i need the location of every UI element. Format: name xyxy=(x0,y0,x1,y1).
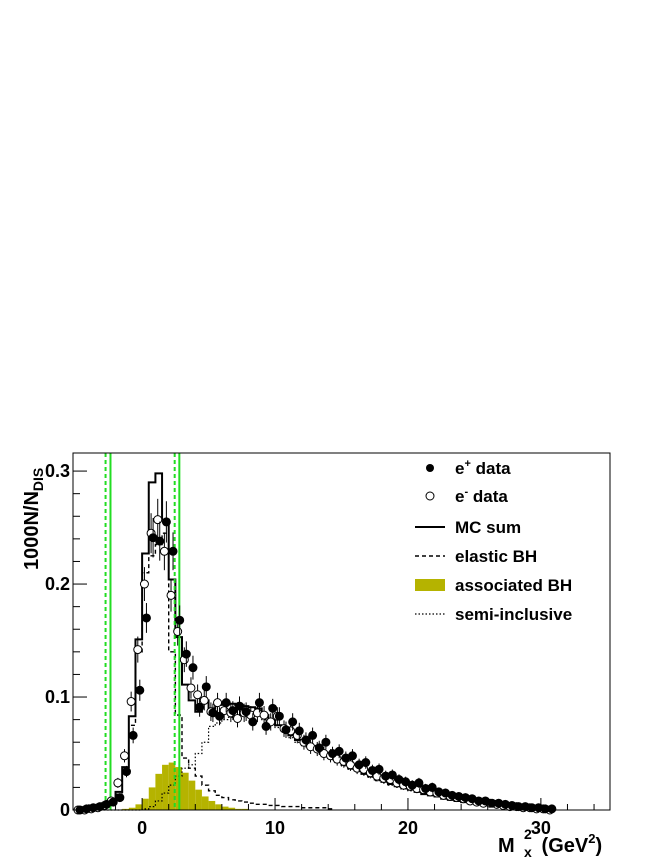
e-plus-point xyxy=(188,663,198,673)
associated-bh-bar xyxy=(135,804,143,810)
legend-marker-open-circle xyxy=(425,491,435,501)
associated-bh-bar xyxy=(241,808,249,810)
e-minus-point xyxy=(133,645,143,655)
e-plus-point xyxy=(347,751,357,761)
e-plus-point xyxy=(314,743,324,753)
e-minus-point xyxy=(113,778,123,788)
y-tick-label: 0.2 xyxy=(45,574,70,594)
e-plus-point xyxy=(274,711,284,721)
e-plus-point xyxy=(248,717,258,727)
legend-label-elastic-bh: elastic BH xyxy=(455,547,537,566)
x-axis-title: M2 x (GeV2) xyxy=(498,826,602,860)
e-plus-point xyxy=(155,536,165,546)
e-plus-point xyxy=(141,613,151,623)
semi-inclusive-line xyxy=(75,713,555,811)
x-tick-label: 20 xyxy=(398,818,418,838)
e-plus-point xyxy=(427,782,437,792)
e-plus-point xyxy=(254,698,264,708)
associated-bh-bar xyxy=(221,806,229,810)
associated-bh-bar xyxy=(168,762,176,810)
associated-bh-bar xyxy=(142,798,149,810)
e-plus-point xyxy=(215,711,225,721)
e-minus-point xyxy=(193,690,203,700)
legend: e+ data e- data MC sum elastic BH associ… xyxy=(415,458,572,624)
e-minus-point xyxy=(120,751,130,761)
e-minus-point xyxy=(126,697,136,707)
associated-bh-bar xyxy=(215,804,222,810)
e-plus-point xyxy=(321,737,331,747)
legend-label-eplus: e+ data xyxy=(455,458,511,478)
y-tick-label: 0.3 xyxy=(45,461,70,481)
e-plus-point xyxy=(161,517,171,527)
legend-label-eminus: e- data xyxy=(455,486,508,506)
e-plus-point xyxy=(175,615,185,625)
associated-bh-bar xyxy=(155,773,163,810)
e-plus-point xyxy=(181,649,191,659)
associated-bh-bar xyxy=(148,787,156,810)
e-plus-point xyxy=(288,717,298,727)
legend-label-associated-bh: associated BH xyxy=(455,576,572,595)
e-minus-point xyxy=(199,695,209,705)
e-minus-point xyxy=(166,590,176,600)
e-plus-point xyxy=(115,793,125,803)
e-minus-point xyxy=(153,515,163,525)
associated-bh-bar xyxy=(201,796,209,810)
e-plus-point xyxy=(122,767,132,777)
e-minus-point xyxy=(259,710,269,720)
e-plus-point xyxy=(301,735,311,745)
e-plus-point xyxy=(261,721,271,731)
axis-ticks: 0 10 20 30 0 0.1 0.2 0.3 xyxy=(45,461,595,838)
x-tick-label: 30 xyxy=(531,818,551,838)
e-plus-point xyxy=(334,746,344,756)
e-plus-point xyxy=(195,702,205,712)
associated-bh-bar xyxy=(195,789,202,810)
associated-bh-bar xyxy=(228,807,236,810)
e-plus-point xyxy=(234,701,244,711)
e-plus-point xyxy=(241,707,251,717)
e-plus-point xyxy=(128,730,138,740)
e-plus-point xyxy=(201,682,211,692)
e-plus-point xyxy=(228,706,238,716)
x-tick-label: 0 xyxy=(137,818,147,838)
data-points xyxy=(73,498,557,815)
legend-label-semi-inclusive: semi-inclusive xyxy=(455,605,572,624)
x-tick-label: 10 xyxy=(265,818,285,838)
y-tick-label: 0 xyxy=(60,800,70,820)
e-plus-point xyxy=(168,546,178,556)
e-plus-point xyxy=(374,764,384,774)
elastic-bh-line xyxy=(75,532,335,811)
e-minus-point xyxy=(159,546,169,556)
associated-bh-bar xyxy=(128,807,136,810)
e-minus-point xyxy=(139,579,149,589)
e-plus-point xyxy=(135,685,145,695)
e-plus-point xyxy=(414,778,424,788)
legend-marker-filled-box xyxy=(415,579,445,591)
e-plus-point xyxy=(361,758,371,768)
associated-bh-bar xyxy=(162,764,169,810)
plot-frame xyxy=(72,452,611,811)
e-minus-point xyxy=(213,698,223,708)
e-plus-point xyxy=(387,770,397,780)
e-plus-point xyxy=(547,804,557,814)
legend-markers xyxy=(415,464,445,615)
e-plus-point xyxy=(294,726,304,736)
legend-marker-filled-circle xyxy=(426,464,434,472)
e-minus-point xyxy=(232,713,242,723)
e-plus-point xyxy=(268,703,278,713)
legend-label-mc-sum: MC sum xyxy=(455,518,521,537)
associated-bh-bar xyxy=(208,800,216,810)
e-minus-point xyxy=(173,627,183,636)
y-axis-title: 1000N/NDIS xyxy=(21,468,46,570)
associated-bh-bar xyxy=(181,772,189,810)
e-plus-point xyxy=(308,730,318,740)
e-minus-point xyxy=(186,683,196,693)
associated-bh-bar xyxy=(188,780,196,810)
e-plus-point xyxy=(281,725,291,735)
y-tick-label: 0.1 xyxy=(45,687,70,707)
e-plus-point xyxy=(221,698,231,708)
associated-bh-bar xyxy=(235,808,242,810)
